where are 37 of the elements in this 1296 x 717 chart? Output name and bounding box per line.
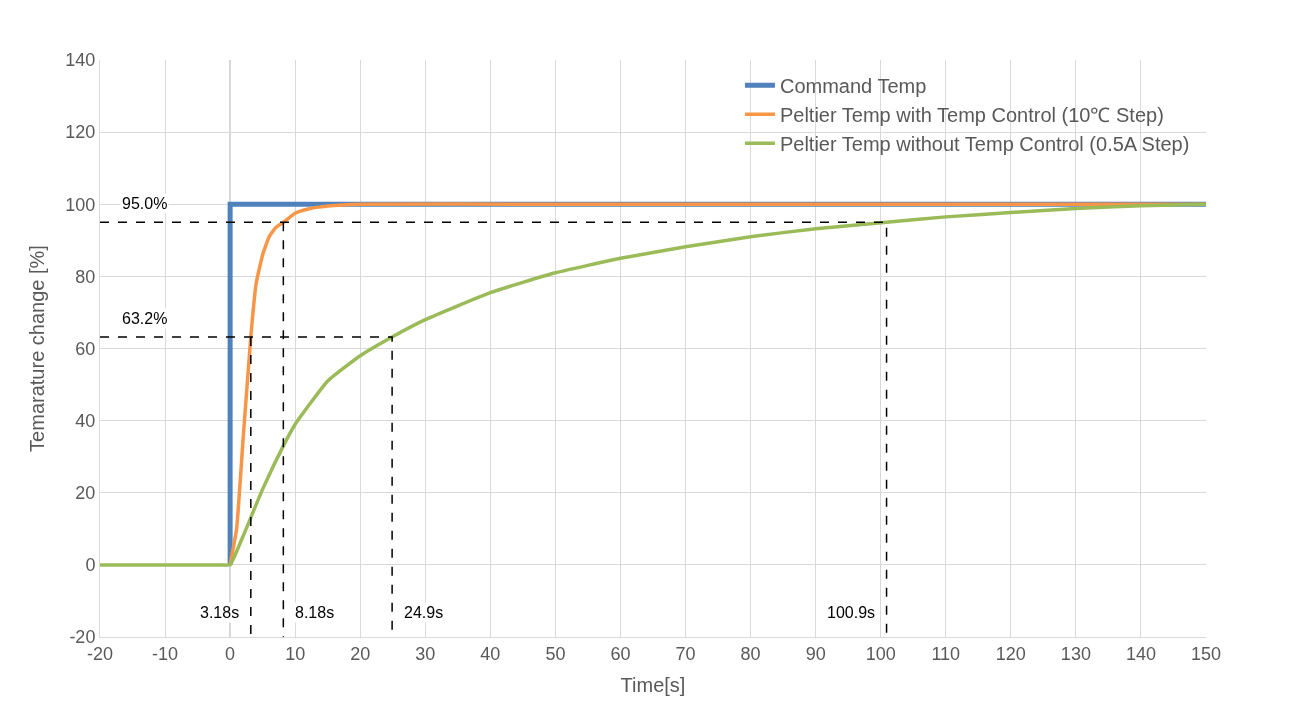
legend-label: Peltier Temp without Temp Control (0.5A Step) (779, 133, 1190, 156)
annotation: 8.18s (295, 604, 335, 621)
legend-label: Command Temp (779, 75, 927, 98)
x-tick-label: 30 (415, 643, 436, 664)
annotation: 24.9s (404, 604, 444, 621)
x-tick-label: 20 (350, 643, 371, 664)
x-tick-label: 130 (1060, 643, 1091, 664)
annotation: 63.2% (122, 310, 168, 327)
x-tick-label: 10 (285, 643, 306, 664)
annotation: 95.0% (122, 195, 168, 212)
x-tick-label: 110 (931, 643, 961, 664)
x-tick-label: 50 (545, 643, 566, 664)
x-tick-label: 80 (740, 643, 761, 664)
y-axis-title: Temarature change [%] (25, 245, 48, 452)
y-tick-label: 20 (75, 483, 96, 504)
annotation: 100.9s (827, 604, 876, 621)
x-tick-label: 0 (225, 643, 236, 664)
x-tick-label: 70 (675, 643, 696, 664)
legend-label: Peltier Temp with Temp Control (10℃ Step) (779, 104, 1164, 127)
y-tick-label: 40 (75, 410, 96, 431)
y-tick-label: 120 (65, 122, 96, 143)
annotation: 3.18s (200, 604, 240, 621)
x-tick-label: 100 (865, 643, 896, 664)
y-tick-label: -20 (69, 627, 96, 648)
y-tick-label: 60 (75, 338, 96, 359)
x-axis-title: Time[s] (620, 674, 686, 697)
y-tick-label: 0 (85, 555, 96, 576)
y-tick-label: 100 (65, 194, 96, 215)
x-tick-label: 40 (480, 643, 501, 664)
x-tick-label: -10 (152, 643, 179, 664)
x-tick-label: 140 (1125, 643, 1156, 664)
x-tick-label: 120 (995, 643, 1026, 664)
x-tick-label: 90 (805, 643, 826, 664)
y-tick-label: 80 (75, 266, 96, 287)
y-tick-label: 140 (65, 50, 96, 71)
x-tick-label: 60 (610, 643, 631, 664)
x-tick-label: 150 (1190, 643, 1222, 664)
